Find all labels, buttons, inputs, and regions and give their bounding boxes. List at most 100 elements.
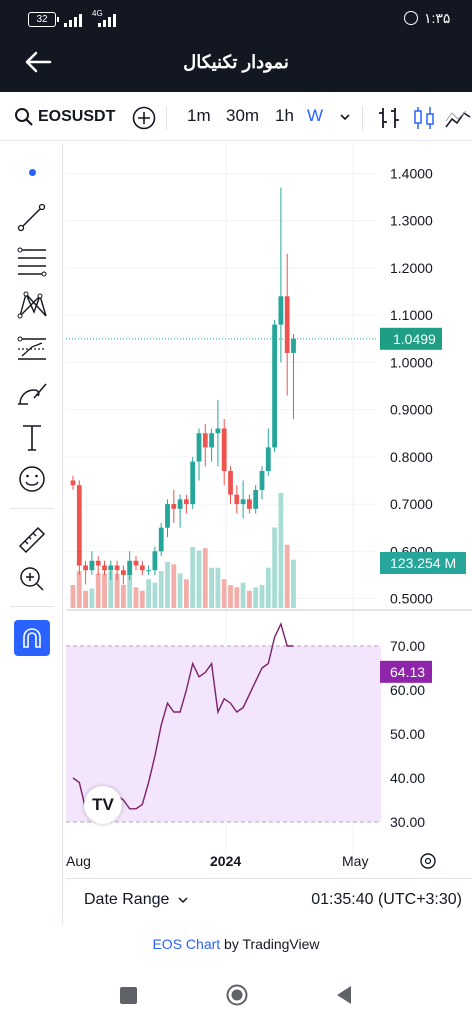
volume-bar: [89, 588, 95, 608]
interval-1h[interactable]: 1h: [275, 106, 294, 125]
volume-bar: [139, 590, 145, 608]
volume-bar: [121, 585, 126, 608]
price-tick-label: 0.5000: [390, 591, 433, 607]
rsi-tick-label: 40.00: [390, 770, 425, 786]
volume-bar: [83, 590, 88, 608]
price-tick-label: 1.1000: [390, 307, 433, 323]
volume-bar: [114, 573, 120, 608]
volume-bar: [146, 579, 151, 608]
cursor-dot-icon[interactable]: [29, 169, 36, 176]
system-nav-bar: [0, 968, 472, 1024]
bottom-bar: Date Range 01:35:40 (UTC+3:30): [66, 878, 472, 925]
magnet-icon[interactable]: [14, 620, 50, 656]
last-price-tag: [380, 327, 442, 350]
volume-bar: [221, 579, 227, 608]
search-icon[interactable]: [14, 107, 34, 127]
time-tick-label: 2024: [210, 853, 241, 869]
candle-body: [240, 499, 246, 505]
price-tick-label: 0.9000: [390, 402, 433, 418]
volume-bar: [265, 567, 271, 608]
candle-body: [215, 428, 221, 434]
candle-body: [196, 433, 202, 462]
date-range-button[interactable]: Date Range: [84, 891, 170, 908]
bars-chart-icon[interactable]: [376, 105, 402, 131]
emoji-icon[interactable]: [12, 462, 52, 496]
candle-body: [89, 560, 95, 571]
signal-2-icon: [98, 13, 120, 27]
volume-bar: [158, 571, 164, 608]
volume-bar: [108, 571, 114, 608]
candle-body: [259, 471, 265, 490]
pattern-tool-icon[interactable]: [12, 288, 52, 322]
price-chart[interactable]: 1.4000 1.3000 1.2000 1.1000 1.0000 0.9000 0.80…: [66, 144, 472, 924]
eos-chart-link[interactable]: EOS Chart: [152, 936, 221, 952]
volume-bar: [152, 582, 158, 608]
footer-suffix: by TradingView: [220, 936, 320, 952]
recents-icon[interactable]: [120, 987, 137, 1004]
last-price-label: 1.0499: [393, 331, 436, 347]
interval-30m[interactable]: 30m: [226, 106, 260, 125]
candles-chart-icon[interactable]: [412, 105, 436, 131]
candle-body: [247, 499, 252, 509]
volume-bar: [234, 587, 240, 608]
time-tick-label: May: [342, 853, 368, 869]
candle-body: [133, 560, 139, 566]
status-time: ۱:۳۵: [424, 10, 451, 26]
volume-bar: [184, 579, 189, 608]
indicators-icon[interactable]: [444, 105, 472, 131]
price-tick-label: 1.4000: [390, 165, 433, 181]
candle-body: [284, 296, 290, 353]
price-tick-label: 0.7000: [390, 496, 433, 512]
fib-retracement-icon[interactable]: [12, 244, 52, 278]
text-tool-icon[interactable]: [12, 420, 52, 454]
volume-tag: [380, 552, 466, 574]
volume-bar: [177, 573, 183, 608]
price-tick-label: 0.8000: [390, 449, 433, 465]
rsi-band: [66, 646, 381, 822]
chart-clock[interactable]: 01:35:40 (UTC+3:30): [311, 891, 462, 908]
candle-body: [184, 499, 189, 505]
home-icon[interactable]: [226, 984, 248, 1006]
volume-bar: [228, 585, 233, 608]
volume-bar: [240, 582, 246, 608]
chart-area[interactable]: 1.4000 1.3000 1.2000 1.1000 1.0000 0.9000 0.80…: [66, 144, 472, 925]
interval-1m[interactable]: 1m: [187, 106, 211, 125]
price-tick-label: 1.2000: [390, 260, 433, 276]
candle-body: [76, 485, 82, 566]
back-arrow-icon[interactable]: [24, 48, 56, 80]
volume-bar: [70, 585, 76, 608]
volume-bar: [291, 559, 296, 608]
volume-bar: [247, 590, 252, 608]
sidebar-divider-2: [10, 606, 54, 607]
candle-body: [146, 570, 151, 572]
candle-body: [177, 499, 183, 509]
date-range-chevron-icon[interactable]: [176, 893, 190, 907]
ruler-icon[interactable]: [12, 520, 52, 554]
trend-line-icon[interactable]: [12, 200, 52, 234]
candle-body: [121, 570, 126, 575]
volume-bar: [253, 587, 259, 608]
battery-icon: 32: [28, 12, 59, 27]
time-tick-label: Aug: [66, 853, 91, 869]
brush-icon[interactable]: [12, 376, 52, 410]
price-tick-label: 1.0000: [390, 354, 433, 370]
candle-body: [221, 428, 227, 472]
volume-bar: [95, 573, 101, 608]
app-bar: نمودار تکنیکال: [0, 36, 472, 92]
volume-bar: [165, 562, 170, 608]
volume-bar: [259, 585, 265, 608]
drawing-toolbar: [0, 144, 63, 924]
add-symbol-icon[interactable]: [132, 106, 156, 130]
rsi-tick-label: 50.00: [390, 726, 425, 742]
back-nav-icon[interactable]: [334, 984, 354, 1006]
forecast-tool-icon[interactable]: [12, 332, 52, 366]
symbol-name[interactable]: EOSUSDT: [38, 108, 116, 125]
candle-body: [152, 551, 158, 571]
chart-toolbar: EOSUSDT 1m 30m 1h W: [0, 96, 472, 141]
interval-w[interactable]: W: [307, 106, 324, 125]
zoom-in-icon[interactable]: [12, 562, 52, 596]
candle-body: [278, 296, 284, 325]
chevron-down-icon[interactable]: [338, 110, 352, 124]
gear-center: [424, 857, 432, 865]
candle-body: [139, 565, 145, 571]
